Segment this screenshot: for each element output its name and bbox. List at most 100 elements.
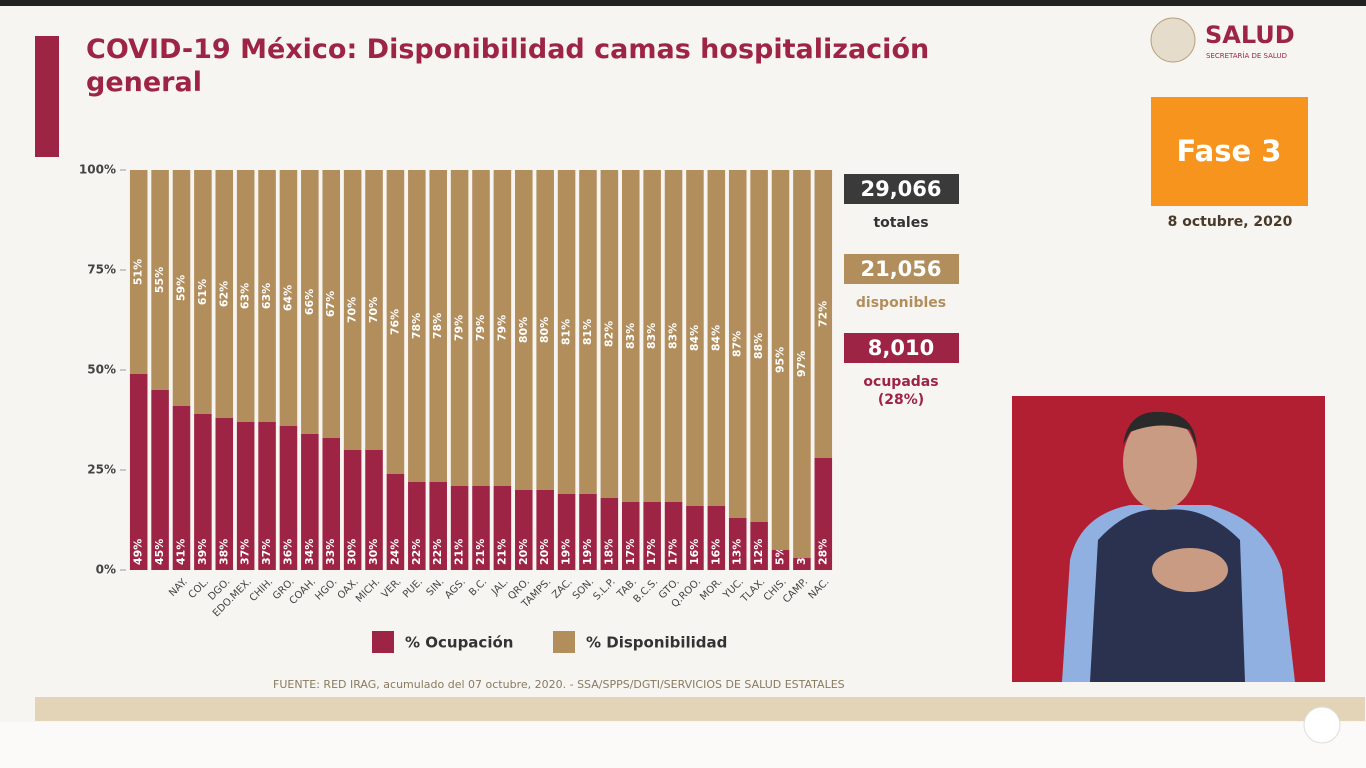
bar-segment bbox=[814, 170, 833, 458]
value-label: 97% bbox=[795, 351, 808, 377]
bar-segment bbox=[600, 498, 619, 570]
phase-text: Fase 3 bbox=[1177, 134, 1282, 168]
bar-segment bbox=[301, 434, 319, 570]
stat-box bbox=[844, 254, 959, 284]
interpreter-vest bbox=[1090, 509, 1245, 682]
bar-segment bbox=[365, 170, 383, 450]
bar-segment bbox=[450, 486, 469, 570]
bar-segment bbox=[771, 170, 790, 550]
bar-segment bbox=[793, 170, 811, 558]
value-label: 67% bbox=[324, 291, 337, 317]
value-label: 51% bbox=[132, 259, 145, 285]
stat-note: (28%) bbox=[878, 392, 924, 408]
title-line: general bbox=[86, 67, 202, 98]
bar-segment bbox=[301, 170, 319, 434]
bar-segment bbox=[557, 494, 576, 570]
stat-label: disponibles bbox=[856, 295, 946, 311]
bar-segment bbox=[129, 374, 148, 570]
value-label: 13% bbox=[731, 539, 744, 565]
bar-segment bbox=[750, 522, 768, 570]
bar-segment bbox=[172, 406, 191, 570]
bar-segment bbox=[579, 494, 597, 570]
value-label: 78% bbox=[410, 313, 423, 339]
logo-emblem bbox=[1150, 17, 1196, 63]
value-label: 55% bbox=[153, 267, 166, 293]
value-label: 34% bbox=[303, 539, 316, 565]
bar-segment bbox=[386, 474, 405, 570]
value-label: 12% bbox=[752, 539, 765, 565]
bar-segment bbox=[172, 170, 191, 406]
value-label: 33% bbox=[324, 539, 337, 565]
value-label: 83% bbox=[645, 323, 658, 349]
stat-box bbox=[844, 174, 959, 204]
value-label: 21% bbox=[474, 539, 487, 565]
bar-segment bbox=[686, 170, 704, 506]
y-tick-label: 100% bbox=[79, 163, 116, 177]
bar-segment bbox=[728, 518, 747, 570]
bar-segment bbox=[493, 170, 512, 486]
logo-text: SALUD bbox=[1205, 21, 1295, 49]
y-tick-label: 75% bbox=[87, 263, 116, 277]
value-label: 16% bbox=[688, 539, 701, 565]
value-label: 78% bbox=[431, 313, 444, 339]
value-label: 24% bbox=[388, 539, 401, 565]
bar-segment bbox=[707, 506, 726, 570]
bar-segment bbox=[450, 170, 469, 486]
value-label: 38% bbox=[217, 539, 230, 565]
legend-swatch bbox=[553, 631, 575, 653]
bar-segment bbox=[793, 558, 811, 570]
value-label: 63% bbox=[239, 283, 252, 309]
value-label: 17% bbox=[624, 539, 637, 565]
bar-segment bbox=[279, 426, 298, 570]
stat-label: totales bbox=[873, 215, 928, 231]
value-label: 17% bbox=[645, 539, 658, 565]
value-label: 87% bbox=[731, 331, 744, 357]
bar-segment bbox=[621, 502, 640, 570]
value-label: 76% bbox=[388, 309, 401, 335]
bar-segment bbox=[194, 170, 212, 414]
interpreter-head bbox=[1123, 414, 1197, 510]
value-label: 5% bbox=[774, 546, 787, 565]
value-label: 20% bbox=[538, 539, 551, 565]
value-label: 19% bbox=[581, 539, 594, 565]
bottom-area bbox=[0, 722, 1366, 768]
bar-segment bbox=[194, 414, 212, 570]
value-label: 45% bbox=[153, 539, 166, 565]
interpreter-video bbox=[1012, 396, 1325, 682]
y-tick-label: 50% bbox=[87, 363, 116, 377]
bottom-band bbox=[35, 697, 1365, 721]
value-label: 18% bbox=[602, 539, 615, 565]
legend-swatch bbox=[372, 631, 394, 653]
bar-segment bbox=[707, 170, 726, 506]
bar-segment bbox=[215, 418, 234, 570]
bar-segment bbox=[365, 450, 383, 570]
bar-segment bbox=[664, 170, 683, 502]
value-label: 16% bbox=[709, 539, 722, 565]
bar-segment bbox=[771, 550, 790, 570]
value-label: 70% bbox=[346, 297, 359, 323]
bar-segment bbox=[579, 170, 597, 494]
bar-segment bbox=[258, 170, 276, 422]
value-label: 37% bbox=[239, 539, 252, 565]
stat-value: 29,066 bbox=[860, 177, 941, 201]
stat-value: 21,056 bbox=[860, 257, 941, 281]
bar-segment bbox=[151, 170, 169, 390]
bar-segment bbox=[515, 170, 533, 490]
value-label: 80% bbox=[538, 317, 551, 343]
bar-segment bbox=[643, 502, 661, 570]
value-label: 88% bbox=[752, 333, 765, 359]
interpreter-hair bbox=[1123, 411, 1197, 448]
bar-segment bbox=[386, 170, 405, 474]
bar-segment bbox=[515, 490, 533, 570]
stat-label: ocupadas bbox=[863, 374, 938, 390]
value-label: 37% bbox=[260, 539, 273, 565]
corner-logo bbox=[1303, 706, 1341, 744]
value-label: 30% bbox=[367, 539, 380, 565]
value-label: 81% bbox=[581, 319, 594, 345]
value-label: 72% bbox=[816, 301, 829, 327]
bar-segment bbox=[557, 170, 576, 494]
value-label: 95% bbox=[774, 347, 787, 373]
value-label: 21% bbox=[453, 539, 466, 565]
value-label: 79% bbox=[495, 315, 508, 341]
value-label: 36% bbox=[281, 539, 294, 565]
